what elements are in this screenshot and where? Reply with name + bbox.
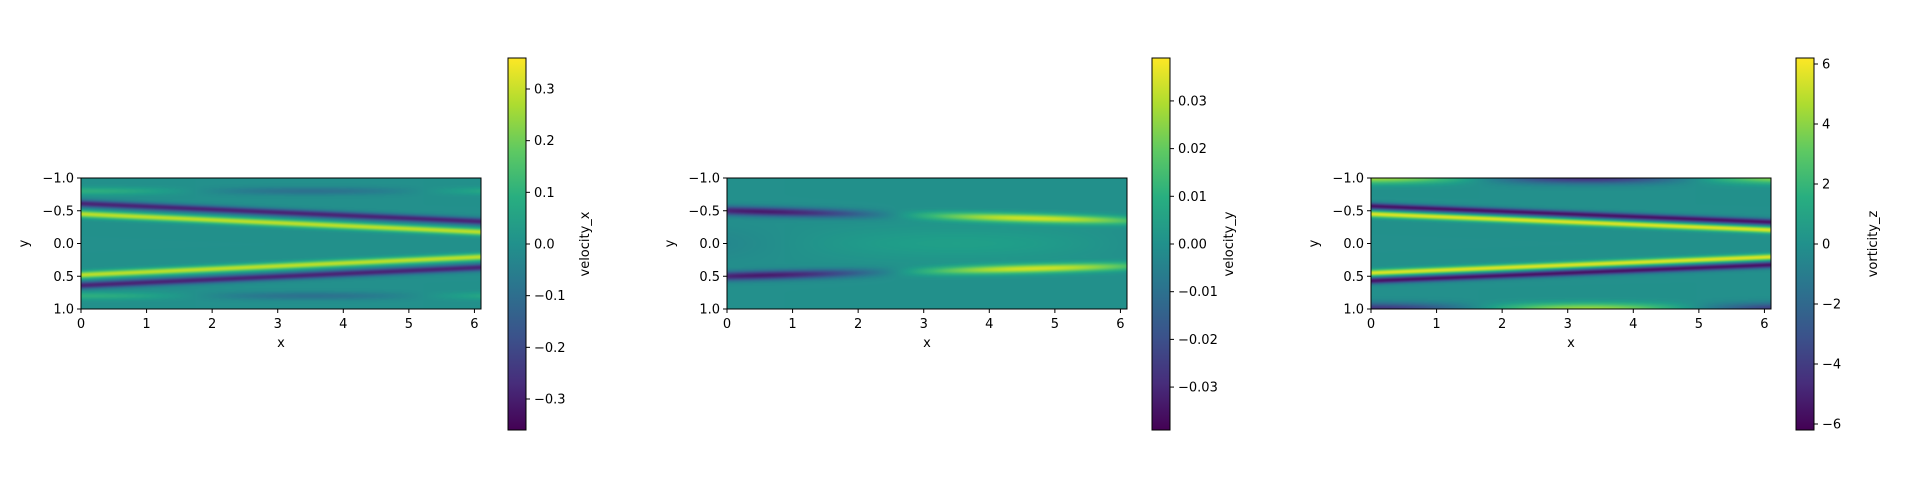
x-tick-label: 0: [77, 317, 85, 332]
colorbar-tick-label: 4: [1822, 118, 1830, 133]
x-tick-label: 6: [1760, 317, 1768, 332]
x-tick-label: 0: [1367, 317, 1375, 332]
colorbar-tick-label: −0.3: [534, 393, 566, 408]
y-tick-label: −1.0: [688, 172, 720, 187]
y-tick-label: 0.0: [1343, 237, 1364, 252]
colorbar-tick-label: 0.2: [534, 134, 555, 149]
colorbar-tick-label: 0: [1822, 238, 1830, 253]
colorbar-tick-label: −4: [1822, 358, 1841, 373]
colorbar-gradient: [508, 58, 526, 430]
colorbar-tick-label: 0.01: [1178, 190, 1207, 205]
y-axis-label: y: [1307, 239, 1322, 247]
x-axis-label: x: [277, 336, 285, 351]
y-tick-label: 0.0: [53, 237, 74, 252]
x-tick-label: 3: [1564, 317, 1572, 332]
y-tick-label: −0.5: [688, 204, 720, 219]
x-tick-label: 6: [470, 317, 478, 332]
x-tick-label: 2: [208, 317, 216, 332]
y-tick-label: −1.0: [1332, 172, 1364, 187]
panel-velocity_x: 0 1 2 3 4 5 6 −1.0 −0.5 0.0 0.5 1.0 x y 0.3 0.2 0.1 0.0 −0…: [17, 57, 593, 431]
y-tick-label: 1.0: [53, 303, 74, 318]
colorbar-label: vorticity_z: [1866, 211, 1881, 278]
y-tick-label: 0.0: [699, 237, 720, 252]
colorbar-label: velocity_y: [1222, 211, 1237, 276]
x-tick-label: 3: [920, 317, 928, 332]
y-tick-label: 0.5: [53, 270, 74, 285]
colorbar-tick-label: −6: [1822, 418, 1841, 433]
x-tick-label: 5: [1695, 317, 1703, 332]
colorbar-tick-label: 0.3: [534, 83, 555, 98]
colorbar-label: velocity_x: [578, 211, 593, 276]
x-tick-label: 6: [1116, 317, 1124, 332]
panel-vorticity_z: 0 1 2 3 4 5 6 −1.0 −0.5 0.0 0.5 1.0 x y 6 4 2 0 −2 −4 −6 vort…: [1307, 57, 1881, 433]
y-tick-label: 0.5: [1343, 270, 1364, 285]
colorbar-gradient: [1796, 58, 1814, 430]
colorbar-tick-label: 6: [1822, 58, 1830, 73]
colorbar-tick-label: 0.1: [534, 186, 555, 201]
heatmap-image: [81, 178, 481, 309]
heatmap-image: [1371, 178, 1771, 309]
y-tick-label: −1.0: [42, 172, 74, 187]
colorbar-tick-label: 0.02: [1178, 142, 1207, 157]
colorbar-tick-label: −2: [1822, 298, 1841, 313]
y-tick-label: −0.5: [42, 204, 74, 219]
x-tick-label: 2: [1498, 317, 1506, 332]
colorbar-tick-label: 0.0: [534, 238, 555, 253]
colorbar-gradient: [1152, 58, 1170, 430]
x-tick-label: 2: [854, 317, 862, 332]
colorbar-tick-label: −0.02: [1178, 333, 1218, 348]
colorbar-tick-label: −0.03: [1178, 381, 1218, 396]
colorbar-tick-label: −0.1: [534, 289, 566, 304]
x-tick-label: 1: [142, 317, 150, 332]
x-tick-label: 5: [405, 317, 413, 332]
x-tick-label: 3: [274, 317, 282, 332]
colorbar-tick-label: 0.03: [1178, 94, 1207, 109]
x-tick-label: 0: [723, 317, 731, 332]
x-tick-label: 4: [1629, 317, 1637, 332]
x-tick-label: 5: [1051, 317, 1059, 332]
panel-velocity_y: 0 1 2 3 4 5 6 −1.0 −0.5 0.0 0.5 1.0 x y 0.03 0.02 0.01 0.…: [663, 57, 1237, 431]
colorbar-tick-label: 0.00: [1178, 238, 1207, 253]
x-axis-label: x: [1567, 336, 1575, 351]
x-tick-label: 4: [339, 317, 347, 332]
y-tick-label: 0.5: [699, 270, 720, 285]
y-axis-label: y: [17, 239, 32, 247]
colorbar-tick-label: 2: [1822, 178, 1830, 193]
colorbar-tick-label: −0.01: [1178, 285, 1218, 300]
heatmap-image: [727, 178, 1127, 309]
x-tick-label: 1: [1432, 317, 1440, 332]
x-tick-label: 4: [985, 317, 993, 332]
y-tick-label: 1.0: [699, 303, 720, 318]
colorbar-tick-label: −0.2: [534, 341, 566, 356]
y-axis-label: y: [663, 239, 678, 247]
y-tick-label: 1.0: [1343, 303, 1364, 318]
y-tick-label: −0.5: [1332, 204, 1364, 219]
x-tick-label: 1: [788, 317, 796, 332]
x-axis-label: x: [923, 336, 931, 351]
